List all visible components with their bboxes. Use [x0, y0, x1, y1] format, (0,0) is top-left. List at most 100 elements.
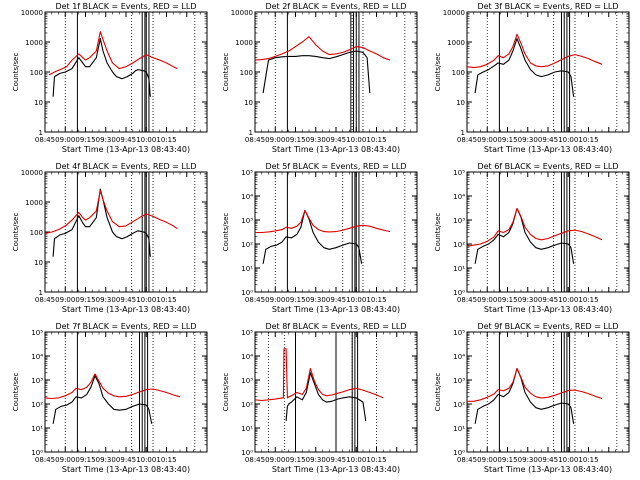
x-tick-label: 08:45	[245, 456, 265, 464]
series-line-lld	[467, 207, 603, 247]
series-line-lld	[45, 190, 178, 234]
x-axis-label: Start Time (13-Apr-13 08:43:40)	[62, 145, 190, 154]
chart-title: Det 8f BLACK = Events, RED = LLD	[265, 322, 406, 331]
x-tick-label: 10:00	[346, 136, 366, 144]
y-tick-label: 1000	[25, 39, 43, 47]
y-tick-label: 10⁵	[31, 329, 43, 337]
x-tick-label: 09:00	[265, 136, 285, 144]
y-tick-label: 10⁵	[453, 329, 465, 337]
y-tick-label: 10⁵	[241, 329, 253, 337]
x-tick-label: 09:15	[497, 456, 517, 464]
plot-frame	[44, 11, 208, 133]
y-tick-label: 1	[39, 289, 43, 297]
x-tick-label: 08:45	[457, 456, 477, 464]
x-tick-label: 09:00	[265, 296, 285, 304]
plot-area	[45, 332, 196, 452]
x-tick-label: 09:45	[538, 136, 558, 144]
y-tick-label: 10⁰	[241, 289, 253, 297]
x-axis-label: Start Time (13-Apr-13 08:43:40)	[272, 305, 400, 314]
y-tick-label: 100	[30, 69, 43, 77]
plot-frame	[466, 331, 630, 453]
x-tick-label: 08:45	[457, 296, 477, 304]
x-tick-label: 09:30	[306, 456, 326, 464]
x-tick-label: 10:00	[558, 296, 578, 304]
y-tick-label: 1	[461, 129, 465, 137]
x-tick-label: 09:15	[497, 296, 517, 304]
x-axis-label: Start Time (13-Apr-13 08:43:40)	[272, 145, 400, 154]
y-tick-label: 10³	[241, 217, 253, 225]
chart-title: Det 3f BLACK = Events, RED = LLD	[477, 2, 618, 11]
y-tick-label: 100	[452, 69, 465, 77]
chart-panel: Det 3f BLACK = Events, RED = LLD 1 10 100 10…	[434, 2, 630, 154]
x-tick-label: 09:45	[538, 296, 558, 304]
y-tick-label: 1	[39, 129, 43, 137]
x-tick-label: 09:45	[116, 136, 136, 144]
x-tick-label: 09:15	[75, 136, 95, 144]
chart-title: Det 1f BLACK = Events, RED = LLD	[55, 2, 196, 11]
y-axis-label: Counts/sec	[434, 53, 442, 92]
x-axis-label: Start Time (13-Apr-13 08:43:40)	[62, 465, 190, 474]
series-line-events	[52, 188, 151, 257]
x-tick-label: 09:15	[285, 296, 305, 304]
x-tick-label: 08:45	[245, 296, 265, 304]
x-tick-label: 10:15	[578, 136, 598, 144]
x-tick-label: 10:00	[346, 296, 366, 304]
x-tick-label: 09:30	[96, 136, 116, 144]
x-tick-label: 09:30	[306, 136, 326, 144]
y-tick-label: 10⁰	[453, 449, 465, 457]
y-axis-label: Counts/sec	[222, 373, 230, 412]
y-tick-label: 1000	[447, 39, 465, 47]
x-tick-label: 09:45	[326, 136, 346, 144]
chart-title: Det 6f BLACK = Events, RED = LLD	[477, 162, 618, 171]
y-tick-label: 100	[30, 229, 43, 237]
x-tick-label: 08:45	[35, 136, 55, 144]
x-tick-label: 08:45	[245, 136, 265, 144]
y-tick-label: 10⁵	[241, 169, 253, 177]
plot-frame	[44, 171, 208, 293]
y-tick-label: 10²	[453, 401, 465, 409]
y-tick-label: 10⁴	[31, 353, 43, 361]
y-tick-label: 10¹	[241, 425, 253, 433]
y-tick-label: 10⁰	[453, 289, 465, 297]
x-tick-label: 09:15	[75, 456, 95, 464]
plot-area	[255, 332, 384, 452]
y-tick-label: 10⁵	[453, 169, 465, 177]
x-tick-label: 09:15	[75, 296, 95, 304]
x-axis-label: Start Time (13-Apr-13 08:43:40)	[62, 305, 190, 314]
chart-panel: Det 9f BLACK = Events, RED = LLD 10⁰ 10¹ 10…	[434, 322, 630, 474]
y-tick-label: 10¹	[453, 425, 465, 433]
x-tick-label: 08:45	[35, 456, 55, 464]
series-line-lld	[255, 209, 391, 234]
series-line-lld	[48, 31, 178, 76]
series-line-events	[474, 207, 575, 264]
x-tick-label: 09:00	[55, 136, 75, 144]
y-axis-label: Counts/sec	[434, 373, 442, 412]
plot-area	[255, 12, 406, 132]
y-tick-label: 10000	[443, 9, 465, 17]
y-axis-label: Counts/sec	[12, 53, 20, 92]
x-tick-label: 09:15	[285, 136, 305, 144]
plot-frame	[254, 11, 418, 133]
y-tick-label: 10⁴	[241, 353, 253, 361]
chart-panel: Det 2f BLACK = Events, RED = LLD 1 10 100 10…	[222, 2, 418, 154]
y-tick-label: 10000	[21, 9, 43, 17]
plot-frame	[44, 331, 208, 453]
x-tick-label: 10:15	[366, 296, 386, 304]
x-tick-label: 10:15	[366, 136, 386, 144]
y-tick-label: 10	[244, 99, 253, 107]
x-tick-label: 10:00	[136, 456, 156, 464]
chart-panel: Det 1f BLACK = Events, RED = LLD 1 10 100 10…	[12, 2, 208, 154]
x-tick-label: 10:00	[558, 456, 578, 464]
y-tick-label: 10¹	[31, 425, 43, 433]
series-line-lld	[467, 33, 603, 69]
y-tick-label: 1000	[25, 199, 43, 207]
plot-area	[45, 172, 196, 292]
x-tick-label: 09:30	[518, 136, 538, 144]
x-tick-label: 10:00	[136, 296, 156, 304]
x-tick-label: 09:30	[518, 456, 538, 464]
plot-frame	[466, 171, 630, 293]
y-tick-label: 10⁴	[241, 193, 253, 201]
y-tick-label: 10³	[241, 377, 253, 385]
x-axis-label: Start Time (13-Apr-13 08:43:40)	[484, 465, 612, 474]
